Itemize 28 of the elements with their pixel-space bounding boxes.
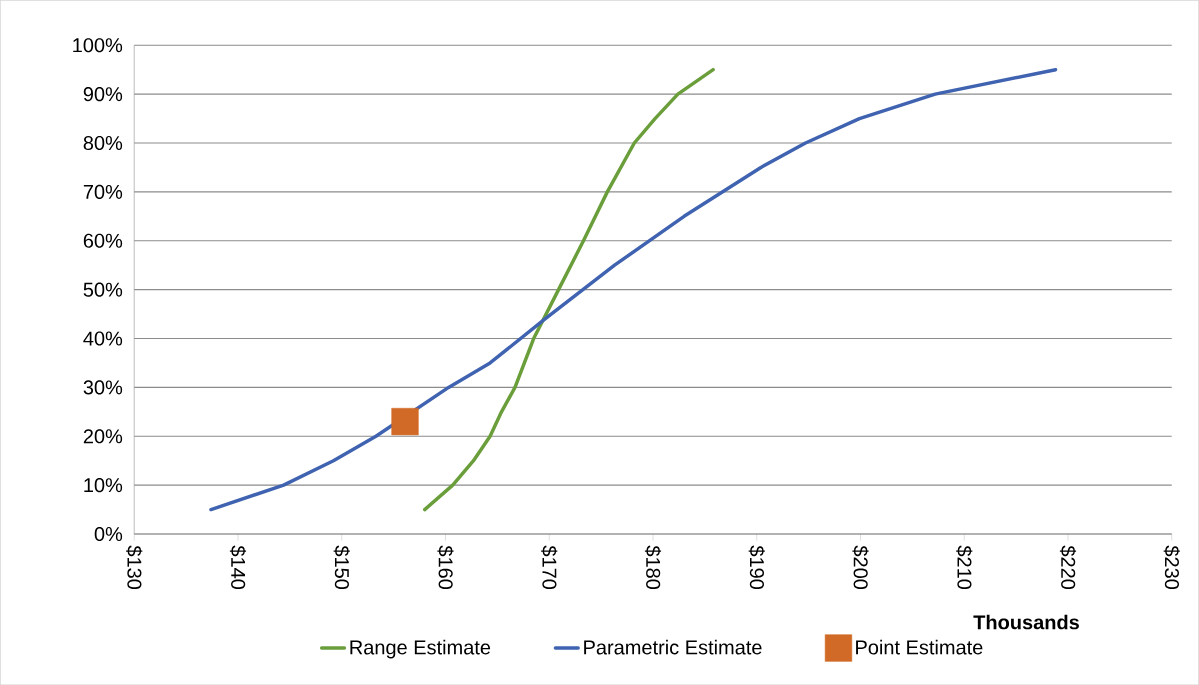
x-tick-label: $220 xyxy=(1059,545,1077,589)
y-tick-label: 30% xyxy=(83,380,123,395)
y-tick-label: 100% xyxy=(73,38,123,53)
x-tick-label: $200 xyxy=(852,545,869,589)
line-series xyxy=(422,67,715,512)
y-tick-label: 0% xyxy=(94,526,123,541)
y-tick-label: 90% xyxy=(83,86,123,102)
x-tick-label: $190 xyxy=(748,545,765,589)
y-tick-label: 50% xyxy=(83,282,123,297)
x-tick-label: $180 xyxy=(644,545,662,589)
x-tick-label: $140 xyxy=(229,545,247,589)
y-tick-label: 60% xyxy=(83,233,123,248)
y-tick-label: 40% xyxy=(83,331,123,346)
x-tick-label: $230 xyxy=(1163,545,1180,589)
legend-label: Point Estimate xyxy=(856,639,983,655)
y-tick-label: 20% xyxy=(83,429,123,444)
x-tick-label: $130 xyxy=(126,545,143,589)
y-tick-label: 70% xyxy=(83,184,123,199)
legend-label: Parametric Estimate xyxy=(584,639,762,655)
x-tick-label: $170 xyxy=(541,545,558,589)
x-tick-label: $210 xyxy=(956,545,973,589)
x-tick-label: $150 xyxy=(333,545,350,589)
y-tick-label: 10% xyxy=(84,477,123,493)
legend-label: Range Estimate xyxy=(350,639,491,659)
y-tick-label: 80% xyxy=(83,135,123,150)
line-series xyxy=(209,67,1058,512)
x-axis-title: Thousands xyxy=(973,614,1079,630)
x-tick-label: $160 xyxy=(437,545,454,589)
